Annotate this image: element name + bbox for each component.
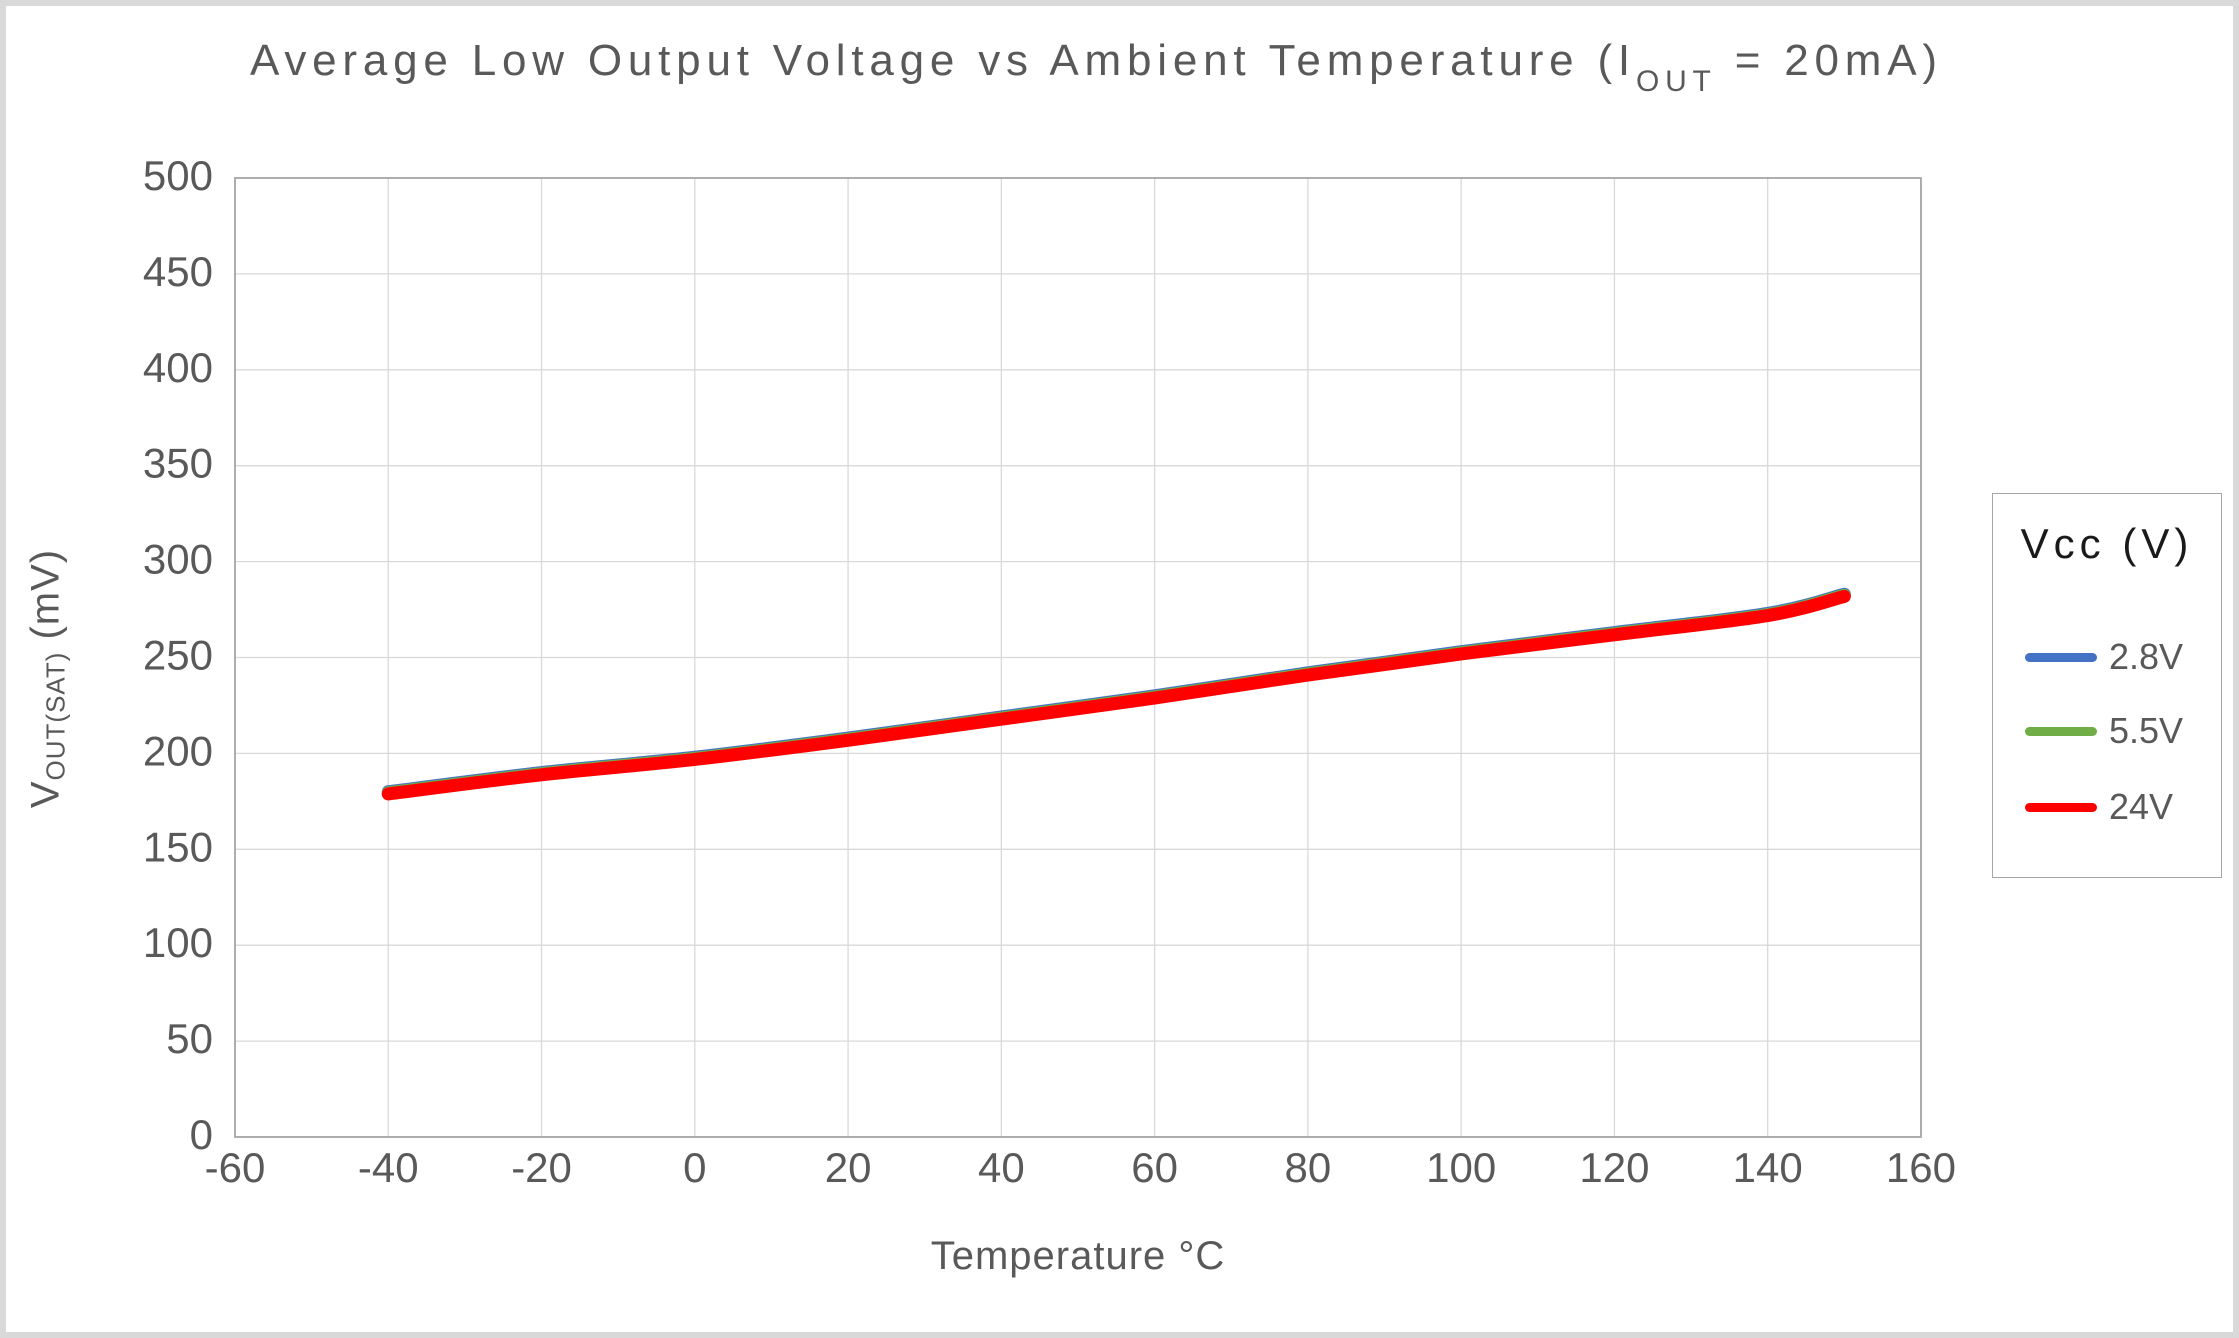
svg-text:40: 40 bbox=[978, 1144, 1025, 1191]
svg-text:200: 200 bbox=[143, 727, 213, 774]
svg-text:100: 100 bbox=[1426, 1144, 1496, 1191]
svg-text:250: 250 bbox=[143, 632, 213, 679]
svg-text:150: 150 bbox=[143, 823, 213, 870]
svg-text:-60: -60 bbox=[205, 1144, 266, 1191]
svg-text:500: 500 bbox=[143, 152, 213, 199]
svg-text:50: 50 bbox=[166, 1015, 213, 1062]
svg-text:140: 140 bbox=[1733, 1144, 1803, 1191]
svg-text:350: 350 bbox=[143, 440, 213, 487]
svg-text:100: 100 bbox=[143, 919, 213, 966]
svg-text:300: 300 bbox=[143, 536, 213, 583]
svg-text:400: 400 bbox=[143, 344, 213, 391]
svg-text:120: 120 bbox=[1579, 1144, 1649, 1191]
svg-text:-40: -40 bbox=[358, 1144, 419, 1191]
svg-text:20: 20 bbox=[825, 1144, 872, 1191]
svg-text:0: 0 bbox=[683, 1144, 706, 1191]
svg-text:80: 80 bbox=[1285, 1144, 1332, 1191]
svg-text:160: 160 bbox=[1886, 1144, 1956, 1191]
svg-text:60: 60 bbox=[1131, 1144, 1178, 1191]
svg-text:450: 450 bbox=[143, 248, 213, 295]
svg-text:-20: -20 bbox=[511, 1144, 572, 1191]
